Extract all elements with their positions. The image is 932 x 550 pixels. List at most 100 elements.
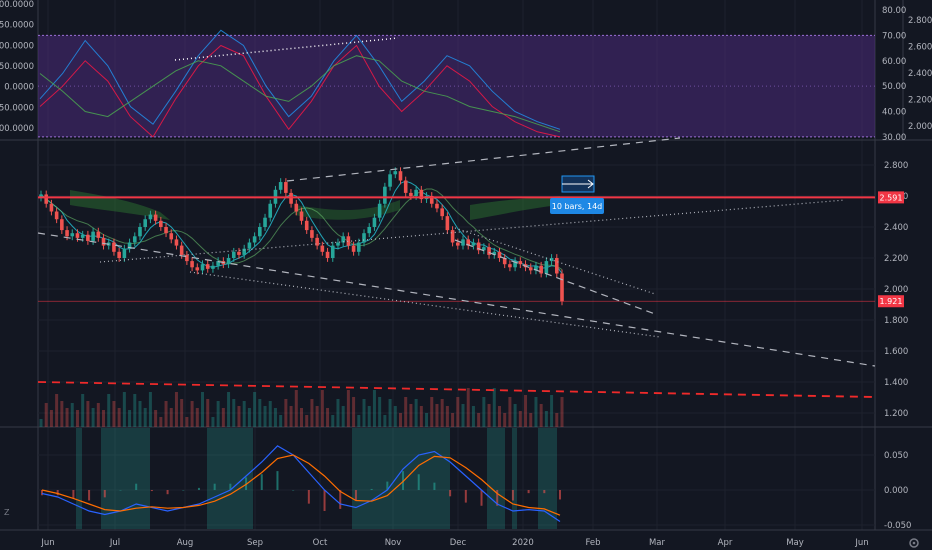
price-tick: 2.200 xyxy=(884,254,908,264)
zoom-label[interactable]: Z xyxy=(4,508,10,517)
candle-body xyxy=(539,265,543,274)
gear-icon[interactable] xyxy=(909,538,919,548)
zoom-toggle[interactable]: Z xyxy=(4,508,10,517)
volume-bar xyxy=(112,401,116,427)
volume-bar xyxy=(346,390,350,427)
candle-body xyxy=(492,251,497,255)
volume-bar xyxy=(435,404,439,427)
osc-left-tick: -100.0000 xyxy=(0,124,34,134)
volume-bar xyxy=(180,399,184,427)
x-axis-label: Feb xyxy=(585,538,600,548)
volume-bar xyxy=(117,408,121,427)
volume-bar xyxy=(388,399,392,427)
volume-bar xyxy=(482,397,486,427)
volume-bar xyxy=(508,397,512,427)
macd-histogram-bar xyxy=(339,490,342,509)
candle-body xyxy=(127,242,132,249)
candle-body xyxy=(190,261,194,268)
candle-body xyxy=(403,180,408,193)
volume-bar xyxy=(440,399,444,427)
volume-bar xyxy=(216,401,220,427)
volume-bar xyxy=(148,392,152,427)
volume-bar xyxy=(221,408,225,427)
macd-histogram-bar xyxy=(307,490,310,504)
x-axis-label: Jul xyxy=(109,538,120,548)
volume-bar xyxy=(326,408,330,427)
volume-bar xyxy=(560,397,564,427)
price-tick: 2.400 xyxy=(884,223,908,233)
candle-body xyxy=(508,264,512,268)
candle-body xyxy=(60,219,64,231)
candle-body xyxy=(482,247,486,251)
volume-bar xyxy=(315,406,319,427)
macd-histogram-bar xyxy=(402,471,405,490)
candle-body xyxy=(346,236,351,246)
price-panel[interactable] xyxy=(37,137,876,427)
volume-bar xyxy=(102,410,106,427)
macd-histogram-bar xyxy=(323,490,326,511)
candle-body xyxy=(39,194,43,198)
macd-histogram-bar xyxy=(496,490,499,506)
candle-body xyxy=(294,203,299,212)
candle-body xyxy=(518,261,523,265)
macd-histogram-bar xyxy=(354,490,357,501)
osc-left-tick: 150.0000 xyxy=(0,21,34,31)
volume-bar xyxy=(268,401,272,427)
volume-bar xyxy=(357,415,361,427)
candle-body xyxy=(200,264,205,271)
volume-bar xyxy=(550,395,554,427)
volume-bar xyxy=(310,399,314,427)
volume-bar xyxy=(242,401,246,427)
volume-bar xyxy=(107,394,111,427)
macd-line-0 xyxy=(41,445,561,522)
volume-bar xyxy=(201,392,205,427)
candle-body xyxy=(159,220,163,227)
candle-body xyxy=(143,219,147,227)
macd-histogram-bar xyxy=(433,482,436,490)
volume-bar xyxy=(404,397,408,427)
candle-body xyxy=(258,227,262,237)
candle-body xyxy=(513,261,517,268)
macd-highlight xyxy=(538,428,557,529)
measure-tool[interactable]: 10 bars, 14d xyxy=(550,175,604,214)
volume-bar xyxy=(430,397,434,427)
x-axis-label: Aug xyxy=(177,538,194,548)
candle-body xyxy=(44,194,49,204)
x-axis-label: Nov xyxy=(385,538,402,548)
candle-body xyxy=(471,242,476,246)
price-tick: 2.800 xyxy=(884,161,908,171)
candle-body xyxy=(185,254,189,262)
volume-bar xyxy=(253,392,257,427)
x-axis-label: Apr xyxy=(718,538,733,548)
x-axis-label: Oct xyxy=(313,538,328,548)
price-tick: 2.000 xyxy=(884,285,908,295)
candle-body xyxy=(164,227,168,234)
volume-bar xyxy=(503,413,507,427)
volume-bar xyxy=(409,404,413,427)
volume-bar xyxy=(279,415,283,427)
volume-bar xyxy=(70,403,74,427)
macd-histogram-bar xyxy=(150,490,153,492)
measure-label-box xyxy=(550,198,604,214)
candle-body xyxy=(502,258,507,265)
candle-body xyxy=(138,227,142,237)
volume-bar xyxy=(492,388,496,427)
macd-highlight xyxy=(76,428,82,529)
candle-body xyxy=(91,231,95,241)
volume-bar xyxy=(128,410,132,427)
x-axis-label: Dec xyxy=(450,538,467,548)
volume-bar xyxy=(305,415,309,427)
oscillator-panel[interactable] xyxy=(38,29,875,138)
macd-histogram-bar xyxy=(527,490,530,494)
volume-bar xyxy=(529,413,533,427)
volume-bar xyxy=(227,392,231,427)
candle-body xyxy=(278,182,283,190)
volume-bar xyxy=(398,413,402,427)
volume-bar xyxy=(211,417,215,427)
volume-bar xyxy=(445,406,449,427)
macd-panel[interactable] xyxy=(41,428,561,529)
x-axis-label: Mar xyxy=(649,538,666,548)
rsi-band xyxy=(38,35,875,137)
volume-bar xyxy=(232,399,236,427)
